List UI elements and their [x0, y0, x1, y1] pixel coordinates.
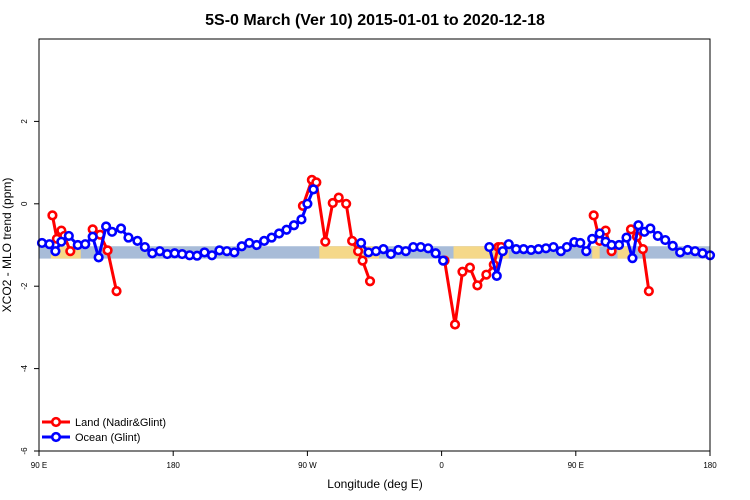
data-point: [357, 255, 368, 266]
legend-label: Land (Nadir&Glint): [75, 417, 166, 429]
y-tick-label: -2: [20, 282, 29, 290]
data-point: [378, 244, 389, 255]
data-point: [464, 262, 476, 273]
data-point: [273, 228, 285, 239]
data-point: [643, 286, 654, 297]
data-point: [341, 198, 352, 209]
x-tick-label: 90 E: [568, 461, 584, 470]
land-band: [319, 246, 379, 259]
legend-marker: [50, 416, 62, 428]
data-point: [302, 198, 313, 209]
data-point: [320, 236, 331, 247]
data-point: [251, 239, 262, 251]
y-tick-label: -6: [20, 447, 29, 455]
data-point: [548, 241, 559, 253]
series-ocean: [36, 184, 716, 282]
data-point: [437, 255, 449, 266]
land-band: [617, 246, 630, 259]
data-point: [497, 246, 508, 257]
data-point: [106, 226, 118, 237]
data-point: [575, 237, 586, 249]
data-point: [484, 241, 495, 253]
plot-frame: [38, 38, 711, 452]
series-layer: [36, 174, 716, 330]
x-tick-label: 90 W: [298, 461, 317, 470]
y-axis-label: XCO2 - MLO trend (ppm): [0, 178, 14, 313]
data-point: [457, 266, 468, 277]
data-point: [347, 235, 358, 246]
y-tick-label: -4: [20, 364, 29, 372]
legend-marker: [50, 431, 62, 443]
data-point: [206, 250, 218, 261]
data-point: [637, 244, 649, 255]
data-point: [281, 224, 292, 235]
data-point: [491, 270, 502, 282]
x-tick-label: 180: [703, 461, 717, 470]
data-point: [229, 247, 240, 258]
data-point: [652, 230, 663, 242]
data-point: [80, 239, 91, 250]
x-tick-label: 90 E: [31, 461, 47, 470]
data-point: [364, 276, 376, 287]
data-point: [132, 235, 143, 246]
y-axis: -6 -4 -2 0 2: [20, 119, 39, 455]
data-point: [588, 210, 599, 221]
data-point: [355, 237, 367, 249]
data-point: [50, 246, 61, 257]
data-point: [44, 239, 55, 250]
data-point: [625, 224, 637, 235]
data-point: [123, 232, 134, 243]
x-axis: 90 E 180 90 W 0 90 E 180: [31, 451, 717, 470]
data-point: [111, 286, 122, 297]
data-point: [63, 230, 74, 242]
data-point: [621, 232, 632, 243]
data-point: [327, 197, 338, 209]
data-point: [266, 232, 277, 243]
data-point: [308, 184, 319, 195]
data-point: [296, 214, 307, 225]
legend-label: Ocean (Glint): [75, 432, 140, 444]
data-point: [481, 269, 492, 280]
data-point: [139, 241, 150, 253]
data-point: [430, 248, 441, 259]
data-point: [65, 246, 76, 257]
x-tick-label: 0: [439, 461, 444, 470]
data-point: [100, 221, 112, 232]
land-band: [592, 246, 600, 259]
data-point: [613, 239, 625, 251]
x-axis-label: Longitude (deg E): [327, 477, 422, 491]
x-tick-label: 180: [167, 461, 181, 470]
data-point: [93, 252, 104, 263]
data-point: [288, 220, 300, 231]
chart-title: 5S-0 March (Ver 10) 2015-01-01 to 2020-1…: [205, 12, 545, 29]
data-point: [667, 240, 678, 251]
data-point: [115, 223, 127, 234]
legend: Land (Nadir&Glint) Ocean (Glint): [42, 416, 166, 444]
data-point: [102, 245, 113, 256]
data-point: [449, 319, 461, 330]
data-point: [627, 253, 638, 264]
y-tick-label: 2: [20, 119, 29, 124]
data-point: [503, 239, 514, 250]
data-point: [594, 228, 605, 239]
data-point: [56, 236, 67, 247]
data-point: [47, 210, 58, 221]
data-point: [561, 241, 572, 253]
data-point: [333, 192, 344, 203]
data-point: [385, 248, 397, 260]
data-point: [587, 233, 598, 244]
data-point: [400, 246, 411, 257]
data-point: [472, 280, 483, 291]
data-point: [87, 231, 98, 242]
data-point: [633, 220, 644, 231]
data-point: [352, 246, 364, 257]
y-tick-label: 0: [20, 201, 29, 206]
data-point: [645, 223, 656, 234]
data-point: [423, 243, 434, 254]
data-point: [660, 234, 671, 246]
data-point: [581, 246, 592, 257]
